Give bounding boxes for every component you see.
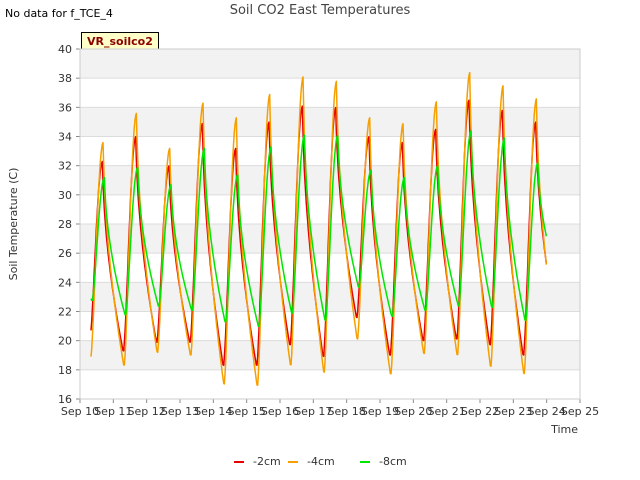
x-tick-label: Sep 16 <box>261 405 299 418</box>
y-tick-label: 26 <box>58 247 72 260</box>
y-tick-label: 30 <box>58 189 72 202</box>
x-tick-label: Sep 21 <box>428 405 466 418</box>
x-tick-label: Sep 23 <box>494 405 532 418</box>
y-tick-label: 38 <box>58 72 72 85</box>
y-tick-label: 18 <box>58 364 72 377</box>
x-tick-label: Sep 15 <box>228 405 266 418</box>
y-tick-label: 28 <box>58 218 72 231</box>
x-tick-label: Sep 13 <box>161 405 199 418</box>
x-tick-label: Sep 19 <box>361 405 399 418</box>
no-data-note: No data for f_TCE_4 <box>5 7 113 20</box>
y-tick-label: 32 <box>58 160 72 173</box>
grid-band <box>80 107 580 137</box>
x-tick-label: Sep 11 <box>94 405 132 418</box>
x-tick-label: Sep 20 <box>394 405 432 418</box>
y-tick-label: 22 <box>58 306 72 319</box>
x-tick-label: Sep 18 <box>328 405 366 418</box>
y-tick-label: 34 <box>58 131 72 144</box>
y-tick-label: 24 <box>58 276 72 289</box>
x-tick-label: Sep 22 <box>461 405 499 418</box>
x-tick-label: Sep 14 <box>194 405 232 418</box>
x-tick-label: Sep 17 <box>294 405 332 418</box>
site-label: VR_soilco2 <box>81 32 159 51</box>
x-tick-label: Sep 24 <box>528 405 566 418</box>
y-tick-label: 20 <box>58 335 72 348</box>
y-tick-label: 40 <box>58 43 72 56</box>
legend-label: -2cm <box>253 455 281 468</box>
series-line-minus-4cm <box>90 71 548 386</box>
x-tick-label: Sep 10 <box>61 405 99 418</box>
grid-band <box>80 49 580 79</box>
y-tick-label: 16 <box>58 393 72 406</box>
x-tick-label: Sep 25 <box>561 405 599 418</box>
legend-label: -8cm <box>379 455 407 468</box>
plot-frame <box>79 48 581 400</box>
grid-band <box>80 282 580 312</box>
legend-label: -4cm <box>307 455 335 468</box>
x-axis-label: Time <box>550 423 578 436</box>
series-line-minus-8cm <box>90 130 548 327</box>
x-tick-label: Sep 12 <box>128 405 166 418</box>
y-axis-label: Soil Temperature (C) <box>7 168 20 281</box>
chart-title: Soil CO2 East Temperatures <box>229 3 411 18</box>
grid-band <box>80 340 580 370</box>
y-tick-label: 36 <box>58 101 72 114</box>
